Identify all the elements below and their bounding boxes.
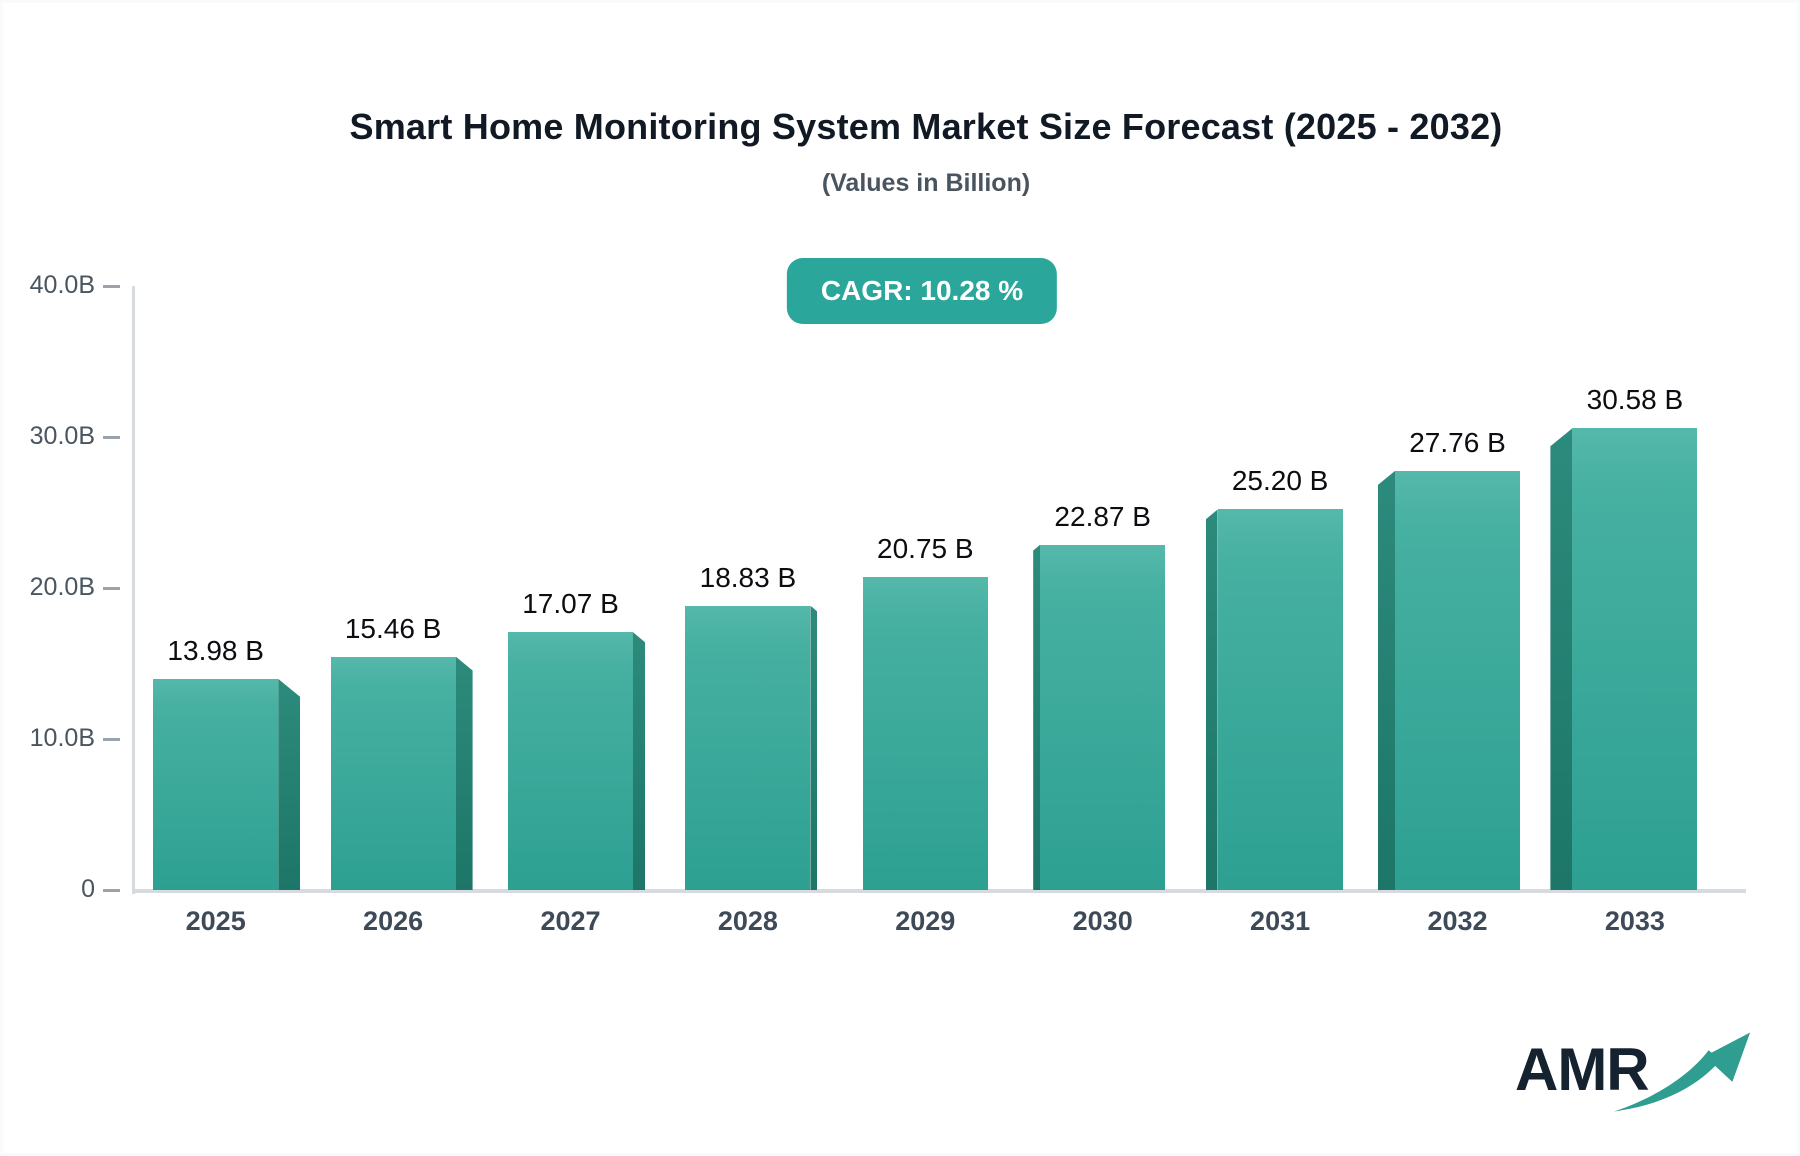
cagr-badge: CAGR: 10.28 % xyxy=(786,258,1058,324)
bar-value-label: 17.07 B xyxy=(522,588,619,620)
bar-face xyxy=(153,678,279,890)
x-axis-year-label: 2032 xyxy=(1427,906,1488,936)
bar-face xyxy=(862,576,988,890)
growth-arrow-icon xyxy=(1613,1032,1751,1112)
chart-title: Smart Home Monitoring System Market Size… xyxy=(349,106,1503,147)
amr-logo: AMR xyxy=(1515,1025,1760,1125)
x-axis-year-label: 2025 xyxy=(185,906,246,936)
bar-face xyxy=(1040,544,1166,890)
y-axis-line xyxy=(132,286,135,894)
y-tick-label: 0 xyxy=(81,875,95,903)
amr-logo-text: AMR xyxy=(1515,1036,1650,1103)
bar-side-face xyxy=(1033,544,1041,890)
bar-value-label: 20.75 B xyxy=(877,532,974,564)
y-tick-label: 40.0B xyxy=(29,271,95,299)
bar-side-face xyxy=(1378,470,1395,890)
bar-side-face xyxy=(278,678,301,890)
x-axis-year-label: 2031 xyxy=(1250,906,1311,936)
x-axis-year-label: 2026 xyxy=(363,906,424,936)
x-axis-year-label: 2030 xyxy=(1072,906,1133,936)
bar-face xyxy=(685,605,811,890)
bar-side-face xyxy=(633,632,645,890)
x-axis-line xyxy=(132,889,1746,893)
x-axis-year-label: 2029 xyxy=(895,906,956,936)
bar-side-face xyxy=(1550,428,1573,890)
bar-value-label: 22.87 B xyxy=(1054,500,1151,532)
x-axis-year-label: 2028 xyxy=(717,906,778,936)
bar-value-label: 27.76 B xyxy=(1409,426,1506,458)
y-tick-label: 20.0B xyxy=(29,573,95,601)
bar-value-label: 30.58 B xyxy=(1586,384,1684,416)
bar-value-label: 18.83 B xyxy=(699,561,797,593)
y-tick-label: 30.0B xyxy=(29,422,95,450)
x-axis-year-label: 2027 xyxy=(540,906,601,936)
bar-value-label: 13.98 B xyxy=(167,634,264,666)
y-tick-dash xyxy=(103,587,120,590)
bar-side-face xyxy=(810,605,818,890)
plot-area: 0 10.0B 20.0B 30.0B 40.0B 13.98 B 2025 15.46 B 2… xyxy=(3,3,1797,1153)
bar-face xyxy=(1572,428,1698,890)
bar-value-label: 25.20 B xyxy=(1231,465,1329,497)
y-tick-label: 10.0B xyxy=(29,724,95,752)
bar-face xyxy=(1217,509,1343,890)
chart-subtitle: (Values in Billion) xyxy=(821,169,1031,197)
bar-side-face xyxy=(455,656,473,890)
bar-value-label: 15.46 B xyxy=(344,612,442,644)
y-tick-dash xyxy=(103,889,120,892)
y-tick-dash xyxy=(103,436,120,439)
y-tick-dash xyxy=(103,738,120,741)
bar-face xyxy=(1395,470,1520,890)
bar-side-face xyxy=(1205,509,1218,890)
x-axis-year-label: 2033 xyxy=(1604,906,1665,936)
y-tick-dash xyxy=(103,285,120,288)
bar-face xyxy=(508,632,633,890)
bar-face xyxy=(330,656,456,890)
